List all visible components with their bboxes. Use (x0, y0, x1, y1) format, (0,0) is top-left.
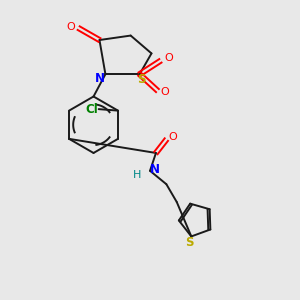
Text: N: N (150, 163, 160, 176)
Text: S: S (137, 73, 145, 86)
Text: H: H (132, 170, 141, 180)
Text: O: O (164, 53, 173, 63)
Text: Cl: Cl (86, 103, 98, 116)
Text: S: S (186, 236, 194, 249)
Text: O: O (169, 132, 177, 142)
Text: O: O (66, 22, 75, 32)
Text: N: N (94, 72, 104, 85)
Text: O: O (160, 87, 169, 97)
